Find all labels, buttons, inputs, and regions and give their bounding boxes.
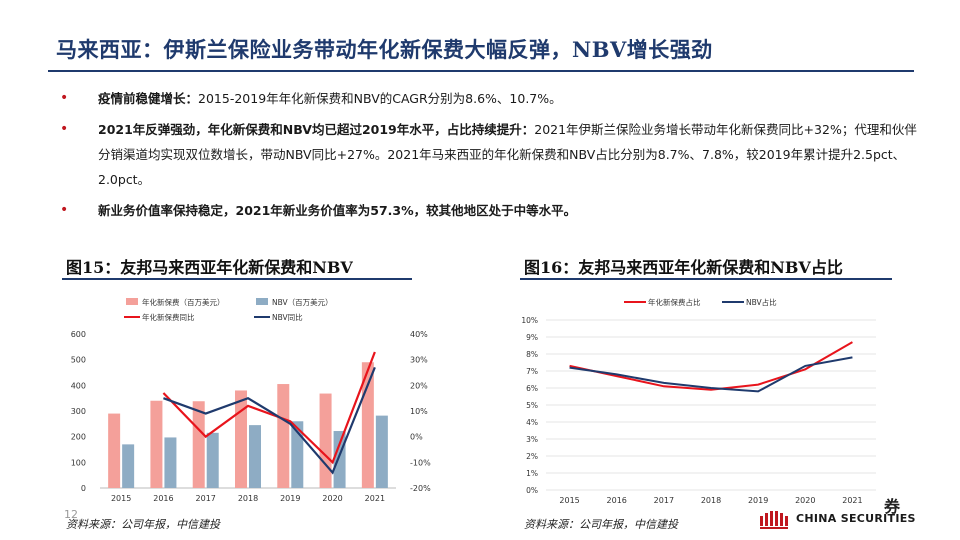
chart-16: 年化新保费占比 NBV占比 0% 1% 2% 3% 4% 5% 6% 7% 8% 9% 10% 2015 2…	[521, 297, 876, 505]
legend-swatch-premium	[126, 298, 138, 305]
bar-nbv	[333, 431, 346, 488]
bullet-bold: 2021年反弹强劲，年化新保费和NBV均已超过2019年水平，占比持续提升：	[98, 122, 535, 137]
x-tick-label: 2019	[748, 496, 768, 505]
bar-nbv	[375, 415, 388, 488]
x-tick-label: 2017	[196, 494, 216, 503]
bullet-item: • 2021年反弹强劲，年化新保费和NBV均已超过2019年水平，占比持续提升：…	[60, 117, 920, 192]
bar-nbv	[249, 425, 261, 488]
bullet-item: • 新业务价值率保持稳定，2021年新业务价值率为57.3%，较其他地区处于中等…	[60, 198, 920, 223]
y-left-tick-label: 100	[71, 458, 86, 467]
bullet-bold: 疫情前稳健增长：	[98, 91, 199, 106]
y-tick-label: 6%	[526, 384, 538, 393]
y-left-tick-label: 200	[71, 433, 86, 442]
y-right-tick-label: 20%	[410, 381, 428, 390]
y-tick-label: 2%	[526, 452, 538, 461]
y-tick-label: 3%	[526, 435, 538, 444]
y-tick-label: 8%	[526, 350, 538, 359]
y-tick-label: 7%	[526, 367, 538, 376]
x-tick-label: 2018	[238, 494, 258, 503]
y-tick-label: 0%	[526, 486, 538, 495]
bullet-item: • 疫情前稳健增长：2015-2019年年化新保费和NBV的CAGR分别为8.6…	[60, 86, 920, 111]
y-left-tick-label: 600	[71, 330, 86, 339]
bullet-dot-icon: •	[60, 202, 69, 218]
y-left-tick-label: 300	[71, 407, 86, 416]
legend-label-premium-yoy: 年化新保费同比	[142, 312, 195, 322]
legend-label-premium: 年化新保费（百万美元）	[142, 297, 225, 307]
x-tick-label: 2015	[559, 496, 579, 505]
x-tick-label: 2020	[322, 494, 342, 503]
y-tick-label: 9%	[526, 333, 538, 342]
legend-label-nbv: NBV（百万美元）	[272, 297, 333, 307]
chart-15: 年化新保费（百万美元） NBV（百万美元） 年化新保费同比 NBV同比 0 100 200 3…	[71, 297, 431, 503]
x-tick-label: 2020	[795, 496, 815, 505]
bar-premium	[192, 401, 205, 488]
x-tick-label: 2019	[280, 494, 300, 503]
bar-premium	[235, 390, 247, 488]
bullet-bold: 新业务价值率保持稳定，2021年新业务价值率为57.3%，较其他地区处于中等水平…	[98, 203, 577, 218]
legend-label-nbv-yoy: NBV同比	[272, 312, 303, 322]
figure-16-title: 图16：友邦马来西亚年化新保费和NBV占比	[524, 258, 843, 277]
line-nbv-share	[569, 356, 853, 393]
figure-16-source: 资料来源：公司年报，中信建投	[524, 518, 678, 531]
y-right-tick-label: -20%	[410, 484, 431, 493]
bar-nbv	[206, 432, 219, 488]
legend-label-nbv-share: NBV占比	[746, 297, 777, 307]
china-securities-logo-icon	[760, 511, 788, 529]
bar-premium	[277, 384, 290, 488]
page-title: 马来西亚：伊斯兰保险业务带动年化新保费大幅反弹，NBV增长强劲	[56, 37, 713, 62]
line-premium-share	[569, 341, 853, 391]
bullet-text: 2021年伊斯兰保险业务增长带动年化新保费同比+32%；代理和伙伴分销渠道均实现…	[98, 122, 917, 187]
brand-cn: 券	[884, 497, 901, 516]
x-tick-label: 2015	[111, 494, 131, 503]
y-left-tick-label: 500	[71, 356, 86, 365]
bar-premium	[319, 393, 332, 488]
bullet-dot-icon: •	[60, 90, 69, 106]
bar-nbv	[291, 421, 304, 488]
x-tick-label: 2018	[701, 496, 721, 505]
x-tick-label: 2021	[365, 494, 385, 503]
figure-16-divider	[520, 278, 892, 280]
y-right-tick-label: 10%	[410, 407, 428, 416]
y-left-tick-label: 0	[81, 484, 86, 493]
figure-15-title: 图15：友邦马来西亚年化新保费和NBV	[66, 258, 353, 277]
y-tick-label: 4%	[526, 418, 538, 427]
y-right-tick-label: 40%	[410, 330, 428, 339]
line-premium-yoy	[162, 351, 376, 465]
bar-premium	[108, 413, 121, 488]
bullet-dot-icon: •	[60, 121, 69, 137]
bar-nbv	[122, 444, 135, 488]
legend-label-premium-share: 年化新保费占比	[648, 297, 701, 307]
x-tick-label: 2017	[654, 496, 674, 505]
figure-15-source: 资料来源：公司年报，中信建投	[66, 518, 220, 531]
bar-premium	[150, 400, 163, 488]
line-nbv-yoy	[163, 366, 376, 475]
y-right-tick-label: 30%	[410, 356, 428, 365]
y-right-tick-label: 0%	[410, 433, 423, 442]
x-tick-label: 2016	[153, 494, 173, 503]
bullet-list: • 疫情前稳健增长：2015-2019年年化新保费和NBV的CAGR分别为8.6…	[60, 86, 920, 229]
figure-15-divider	[62, 278, 412, 280]
y-tick-label: 1%	[526, 469, 538, 478]
title-divider	[48, 70, 914, 72]
page-number: 12	[64, 508, 78, 521]
bullet-text: 2015-2019年年化新保费和NBV的CAGR分别为8.6%、10.7%。	[198, 91, 562, 106]
y-left-tick-label: 400	[71, 381, 86, 390]
brand-name: CHINA SECURITIES	[796, 512, 916, 525]
y-tick-label: 10%	[521, 316, 538, 325]
x-tick-label: 2021	[842, 496, 862, 505]
x-tick-label: 2016	[607, 496, 627, 505]
y-tick-label: 5%	[526, 401, 538, 410]
bar-nbv	[164, 437, 177, 488]
legend-swatch-nbv	[256, 298, 268, 305]
y-right-tick-label: -10%	[410, 458, 431, 467]
